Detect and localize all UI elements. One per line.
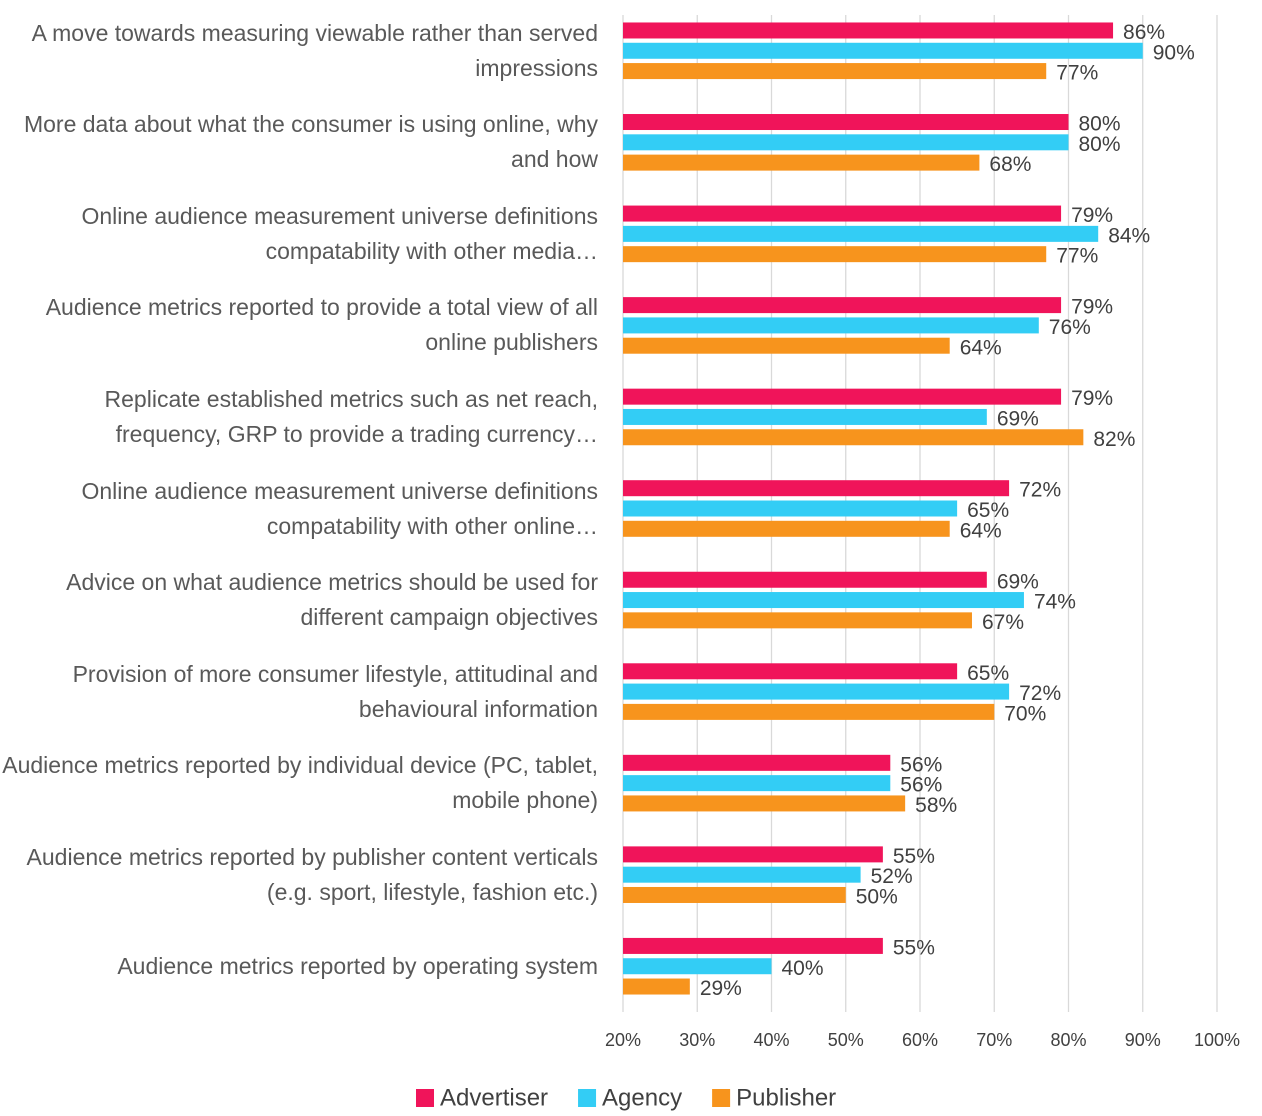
bar	[623, 154, 980, 171]
bar	[623, 520, 950, 537]
bar	[623, 114, 1069, 131]
legend-swatch	[578, 1089, 597, 1107]
value-label: 64%	[960, 519, 1002, 542]
bar	[623, 571, 987, 588]
category-label: Audience metrics reported by publisher c…	[26, 843, 598, 905]
x-tick-label: 80%	[1050, 1030, 1086, 1050]
value-label: 90%	[1153, 41, 1195, 64]
bar	[623, 246, 1047, 263]
value-label: 67%	[982, 611, 1024, 634]
value-label: 74%	[1034, 591, 1076, 614]
bar	[623, 205, 1062, 222]
value-label: 72%	[1019, 682, 1061, 705]
value-label: 69%	[997, 408, 1039, 431]
x-tick-label: 40%	[753, 1030, 789, 1050]
category-label: Advice on what audience metrics should b…	[66, 569, 598, 631]
x-tick-label: 90%	[1125, 1030, 1161, 1050]
bar	[623, 42, 1143, 59]
bar	[623, 337, 950, 354]
value-label: 29%	[700, 977, 742, 1000]
category-label: Audience metrics reported by individual …	[2, 752, 598, 814]
legend-label: Publisher	[736, 1084, 836, 1111]
category-label: Online audience measurement universe def…	[81, 477, 598, 539]
value-label: 82%	[1093, 428, 1135, 451]
bar	[623, 612, 972, 629]
value-label: 56%	[900, 753, 942, 776]
bar	[623, 500, 958, 517]
bar	[623, 663, 958, 680]
bar	[623, 408, 987, 425]
bar	[623, 388, 1062, 405]
value-label: 77%	[1056, 62, 1098, 85]
value-label: 80%	[1079, 113, 1121, 136]
value-label: 72%	[1019, 479, 1061, 502]
category-label: A move towards measuring viewable rather…	[31, 19, 598, 81]
value-label: 70%	[1004, 702, 1046, 725]
bar	[623, 978, 690, 995]
bar	[623, 795, 906, 812]
value-label: 77%	[1056, 245, 1098, 268]
bar	[623, 866, 861, 883]
category-label: Online audience measurement universe def…	[81, 202, 598, 264]
x-tick-label: 20%	[605, 1030, 641, 1050]
bar	[623, 225, 1099, 242]
bar	[623, 754, 891, 771]
x-tick-label: 100%	[1194, 1030, 1240, 1050]
x-tick-label: 70%	[976, 1030, 1012, 1050]
x-tick-label: 60%	[902, 1030, 938, 1050]
bar	[623, 317, 1039, 334]
bar	[623, 592, 1024, 609]
value-label: 55%	[893, 936, 935, 959]
category-label: Replicate established metrics such as ne…	[104, 385, 598, 447]
value-label: 68%	[989, 153, 1031, 176]
bar	[623, 134, 1069, 151]
bar	[623, 846, 883, 863]
legend-swatch	[416, 1089, 434, 1107]
legend-label: Agency	[602, 1084, 682, 1111]
value-label: 86%	[1123, 21, 1165, 44]
value-label: 65%	[967, 499, 1009, 522]
value-label: 69%	[997, 570, 1039, 593]
value-label: 50%	[856, 886, 898, 909]
value-label: 79%	[1071, 204, 1113, 227]
x-tick-label: 50%	[828, 1030, 864, 1050]
value-label: 76%	[1049, 316, 1091, 339]
bar	[623, 937, 883, 954]
value-label: 79%	[1071, 296, 1113, 319]
bar	[623, 958, 772, 975]
value-label: 58%	[915, 794, 957, 817]
category-label: Provision of more consumer lifestyle, at…	[72, 660, 598, 722]
category-label: Audience metrics reported to provide a t…	[45, 294, 598, 356]
bar	[623, 22, 1114, 39]
value-label: 56%	[900, 774, 942, 797]
category-label: More data about what the consumer is usi…	[23, 111, 598, 173]
legend-swatch	[712, 1089, 731, 1107]
value-label: 40%	[782, 957, 824, 980]
value-label: 80%	[1079, 133, 1121, 156]
bar	[623, 297, 1062, 314]
value-label: 84%	[1108, 224, 1150, 247]
bar	[623, 480, 1010, 497]
value-label: 55%	[893, 845, 935, 868]
bar	[623, 63, 1047, 80]
bar	[623, 775, 891, 792]
bar	[623, 683, 1010, 700]
value-label: 52%	[871, 865, 913, 888]
bar	[623, 703, 995, 720]
category-label: Audience metrics reported by operating s…	[117, 952, 598, 979]
legend-label: Advertiser	[440, 1084, 548, 1111]
value-label: 79%	[1071, 387, 1113, 410]
value-label: 64%	[960, 336, 1002, 359]
bar	[623, 429, 1084, 446]
bar	[623, 886, 846, 903]
x-tick-label: 30%	[679, 1030, 715, 1050]
value-label: 65%	[967, 662, 1009, 685]
